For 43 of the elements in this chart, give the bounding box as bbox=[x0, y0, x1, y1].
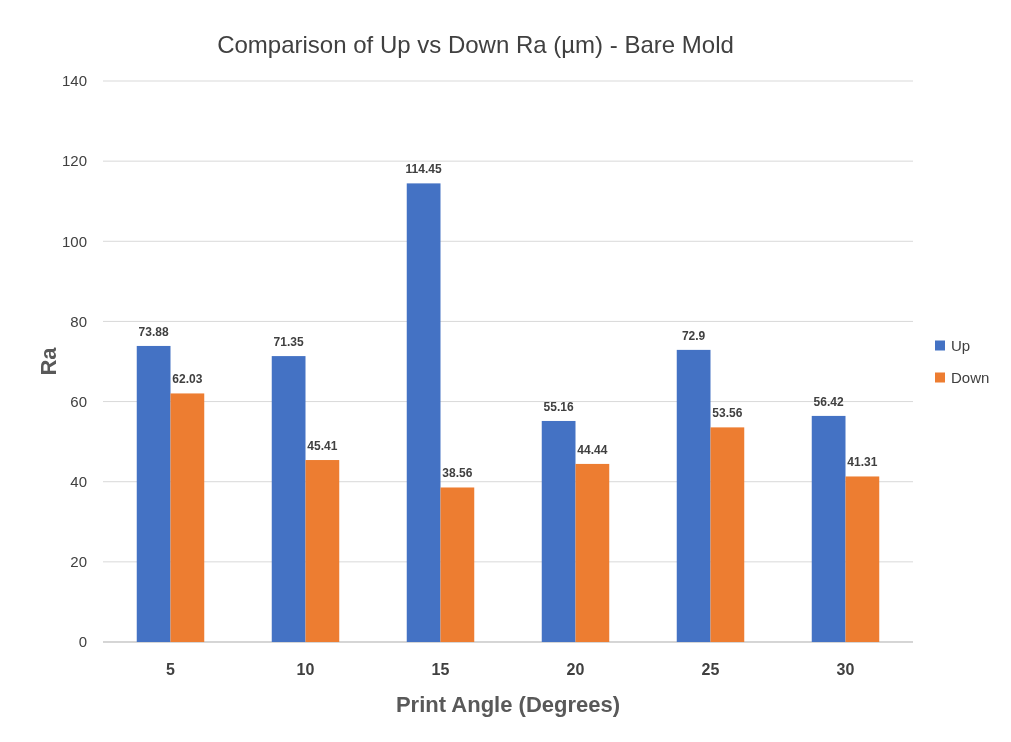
y-tick-label: 140 bbox=[61, 72, 87, 90]
legend-label: Up bbox=[951, 336, 971, 354]
y-tick-label: 0 bbox=[78, 633, 87, 651]
x-tick-label: 5 bbox=[166, 661, 176, 678]
y-tick-label: 120 bbox=[61, 152, 87, 170]
x-tick-label: 10 bbox=[296, 661, 315, 678]
x-tick-label: 15 bbox=[431, 661, 450, 678]
chart-title: Comparison of Up vs Down Ra (µm) - Bare Mold bbox=[217, 31, 734, 58]
data-label: 56.42 bbox=[813, 394, 844, 409]
data-label: 41.31 bbox=[847, 455, 878, 470]
bar bbox=[136, 345, 171, 642]
y-tick-label: 20 bbox=[70, 553, 87, 571]
data-label: 38.56 bbox=[442, 466, 473, 481]
bar bbox=[271, 356, 306, 642]
data-label: 45.41 bbox=[307, 439, 338, 454]
data-label: 62.03 bbox=[172, 372, 203, 387]
data-label: 73.88 bbox=[138, 324, 169, 339]
x-tick-label: 20 bbox=[566, 661, 585, 678]
y-tick-label: 40 bbox=[70, 472, 87, 490]
data-label: 55.16 bbox=[543, 399, 574, 414]
bar bbox=[811, 415, 846, 642]
x-tick-label: 25 bbox=[701, 661, 720, 678]
bar bbox=[541, 420, 576, 642]
data-label: 71.35 bbox=[273, 335, 304, 350]
data-label: 44.44 bbox=[577, 442, 608, 457]
bar bbox=[406, 183, 441, 642]
bar bbox=[676, 349, 711, 642]
y-tick-label: 60 bbox=[70, 392, 87, 410]
data-label: 72.9 bbox=[681, 328, 706, 343]
bar bbox=[710, 427, 745, 642]
bar bbox=[305, 460, 340, 642]
y-axis-title: Ra bbox=[36, 346, 61, 376]
legend-label: Down bbox=[951, 368, 990, 386]
data-label: 114.45 bbox=[405, 162, 442, 177]
data-label: 53.56 bbox=[712, 406, 743, 421]
x-axis-title: Print Angle (Degrees) bbox=[395, 692, 621, 717]
y-tick-label: 80 bbox=[70, 312, 87, 330]
x-tick-label: 30 bbox=[836, 661, 855, 678]
y-tick-label: 100 bbox=[61, 232, 87, 250]
bar bbox=[845, 476, 880, 642]
bar bbox=[440, 487, 475, 642]
bar bbox=[575, 463, 610, 642]
bar bbox=[170, 393, 205, 642]
